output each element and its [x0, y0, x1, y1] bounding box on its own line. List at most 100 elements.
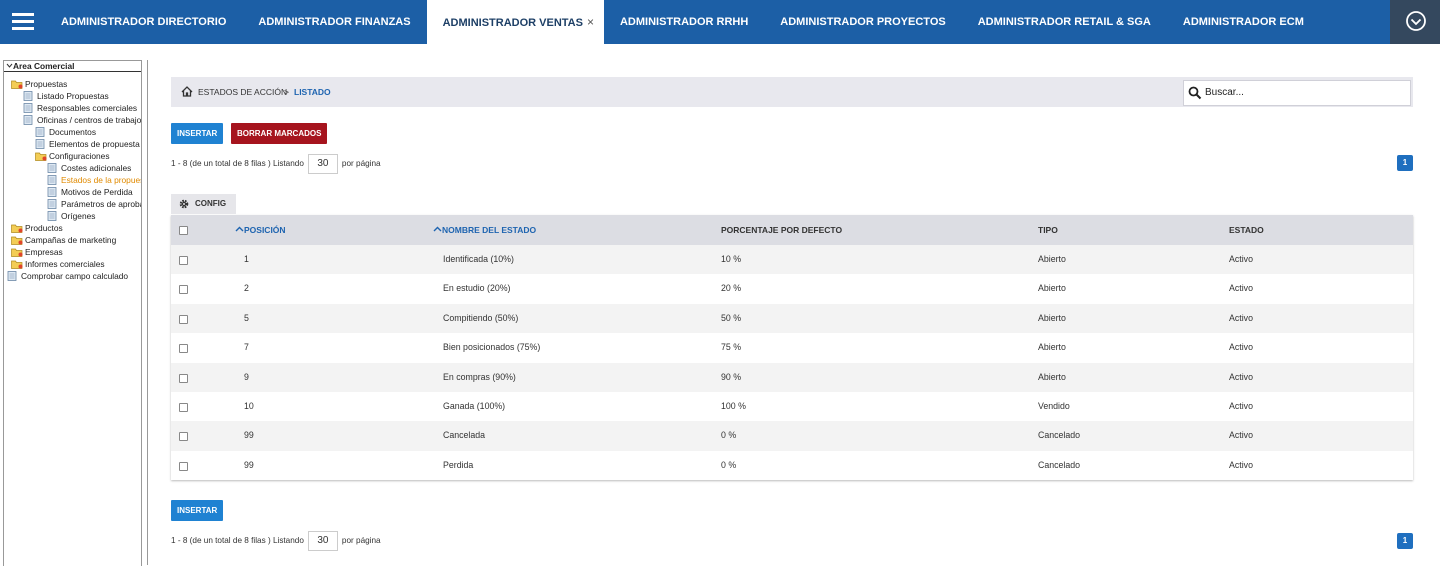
table-row[interactable]: 9 En compras (90%) 90 % Abierto Activo: [171, 362, 1413, 392]
table-cell: En estudio (20%): [443, 283, 511, 294]
table-row[interactable]: 99 Cancelada 0 % Cancelado Activo: [171, 421, 1413, 451]
page-icon: [35, 127, 45, 137]
nav-tab-label: ADMINISTRADOR FINANZAS: [258, 16, 411, 28]
delete-button[interactable]: BORRAR MARCADOS: [231, 123, 328, 144]
row-checkbox[interactable]: [179, 461, 188, 471]
column-header: ESTADO: [1229, 215, 1264, 245]
collapse-icon: [6, 63, 13, 68]
table-row[interactable]: 7 Bien posicionados (75%) 75 % Abierto Activ…: [171, 333, 1413, 362]
column-header-label: TIPO: [1038, 225, 1058, 235]
tree-item[interactable]: Configuraciones: [4, 150, 141, 162]
nav-tab[interactable]: ADMINISTRADOR FINANZAS: [242, 0, 426, 44]
tree-item[interactable]: Responsables comerciales: [4, 102, 141, 114]
search-icon: [1188, 86, 1202, 100]
per-page-suffix: por página: [341, 536, 381, 546]
breadcrumb-parent[interactable]: ESTADOS DE ACCIÓN: [198, 87, 288, 97]
tree-item[interactable]: Orígenes: [4, 210, 141, 222]
column-header-label: PORCENTAJE POR DEFECTO: [721, 225, 843, 235]
table-row[interactable]: 5 Compitiendo (50%) 50 % Abierto Activo: [171, 303, 1413, 334]
top-nav: ADMINISTRADOR DIRECTORIO ADMINISTRADOR FI…: [0, 0, 1440, 44]
table-cell: 100 %: [721, 401, 746, 411]
table-cell: Abierto: [1038, 342, 1066, 353]
tree-item[interactable]: Documentos: [4, 126, 141, 138]
row-checkbox[interactable]: [179, 432, 188, 442]
tree-item-label: Informes comerciales: [25, 259, 105, 269]
insert-button[interactable]: INSERTAR: [171, 123, 224, 144]
tree-item[interactable]: Listado Propuestas: [4, 90, 141, 102]
tree-item-label: Empresas: [25, 247, 63, 257]
table-cell: 10 %: [721, 254, 742, 264]
menu-button[interactable]: [0, 0, 45, 44]
table-row[interactable]: 1 Identificada (10%) 10 % Abierto Activo: [171, 245, 1413, 275]
page-button[interactable]: 1: [1397, 533, 1413, 549]
per-page-input[interactable]: 30: [307, 154, 338, 174]
table-cell: Activo: [1229, 254, 1253, 264]
table-cell: Activo: [1229, 312, 1253, 323]
table-cell: 5: [244, 312, 249, 323]
nav-tab-label: ADMINISTRADOR RRHH: [619, 16, 749, 28]
table-row[interactable]: 99 Perdida 0 % Cancelado Activo: [171, 451, 1413, 480]
nav-tab[interactable]: ADMINISTRADOR RETAIL & SGA: [962, 0, 1167, 44]
tree-item[interactable]: Informes comerciales: [4, 258, 141, 270]
tabs: ADMINISTRADOR DIRECTORIO ADMINISTRADOR FI…: [45, 0, 1320, 44]
pagination-info: 1 - 8 (de un total de 8 filas ) Listando…: [171, 531, 381, 551]
tree-item[interactable]: Productos: [4, 222, 141, 234]
tree-item-label: Oficinas / centros de trabajo: [37, 115, 142, 125]
pagination-summary: 1 - 8 (de un total de 8 filas ) Listando: [171, 159, 304, 169]
close-tab[interactable]: ×: [586, 15, 594, 29]
chevron-icon: [1406, 11, 1426, 31]
table-cell: 9: [244, 371, 249, 382]
per-page-input[interactable]: 30: [307, 531, 338, 551]
page-icon: [47, 187, 57, 197]
user-menu[interactable]: [1390, 0, 1440, 44]
table-row[interactable]: 2 En estudio (20%) 20 % Abierto Activo: [171, 274, 1413, 303]
tree-item[interactable]: Campañas de marketing: [4, 234, 141, 246]
breadcrumb-current: LISTADO: [294, 87, 331, 97]
nav-tab[interactable]: ADMINISTRADOR ECM: [1167, 0, 1320, 44]
tree-item[interactable]: Oficinas / centros de trabajo: [4, 114, 141, 126]
home-icon[interactable]: [181, 86, 193, 97]
nav-tab[interactable]: ADMINISTRADOR RRHH: [604, 0, 764, 44]
row-checkbox[interactable]: [179, 403, 188, 412]
menu-icon: [12, 13, 34, 30]
nav-tab[interactable]: ADMINISTRADOR VENTAS ×: [426, 0, 604, 44]
search-box[interactable]: Buscar...: [1183, 80, 1411, 106]
tree-item[interactable]: Estados de la propuesta: [4, 174, 141, 186]
table-cell: Bien posicionados (75%): [443, 342, 541, 353]
select-all-checkbox[interactable]: [179, 226, 188, 235]
column-header[interactable]: POSICIÓN: [235, 215, 286, 245]
row-checkbox[interactable]: [179, 314, 188, 324]
tree-item-label: Comprobar campo calculado: [21, 271, 129, 281]
insert-button[interactable]: INSERTAR: [171, 500, 224, 521]
tree-item[interactable]: Empresas: [4, 246, 141, 258]
tree-item-label: Parámetros de aprobaci: [61, 199, 142, 209]
tree-item[interactable]: Motivos de Perdida: [4, 186, 141, 198]
folder-icon: [11, 80, 23, 89]
config-label: CONFIG: [195, 199, 227, 208]
tree-item[interactable]: Costes adicionales: [4, 162, 141, 174]
tree-item[interactable]: Elementos de propuesta: [4, 138, 141, 150]
tree-item[interactable]: Comprobar campo calculado: [4, 270, 141, 282]
search-placeholder: Buscar...: [1205, 87, 1244, 98]
row-checkbox[interactable]: [179, 373, 188, 383]
table-cell: Abierto: [1038, 371, 1066, 382]
page-button[interactable]: 1: [1397, 155, 1413, 171]
column-header[interactable]: NOMBRE DEL ESTADO: [433, 215, 536, 245]
sidebar-tree: Area Comercial Propuestas Listado Propues…: [3, 60, 142, 566]
config-tab[interactable]: CONFIG: [171, 194, 236, 214]
table-row[interactable]: 10 Ganada (100%) 100 % Vendido Activo: [171, 392, 1413, 421]
table-cell: 1: [244, 254, 249, 264]
page-icon: [23, 103, 33, 113]
nav-tab[interactable]: ADMINISTRADOR DIRECTORIO: [45, 0, 242, 44]
table-cell: Ganada (100%): [443, 401, 506, 411]
table-cell: Identificada (10%): [443, 254, 514, 264]
row-checkbox[interactable]: [179, 256, 188, 265]
nav-tab[interactable]: ADMINISTRADOR PROYECTOS: [764, 0, 961, 44]
row-checkbox[interactable]: [179, 344, 188, 354]
tree-item-label: Documentos: [49, 127, 97, 137]
tree-item[interactable]: Propuestas: [4, 78, 141, 90]
tree-title[interactable]: Area Comercial: [4, 61, 141, 72]
tree-item-label: Costes adicionales: [61, 163, 132, 173]
tree-item[interactable]: Parámetros de aprobaci: [4, 198, 141, 210]
row-checkbox[interactable]: [179, 285, 188, 295]
